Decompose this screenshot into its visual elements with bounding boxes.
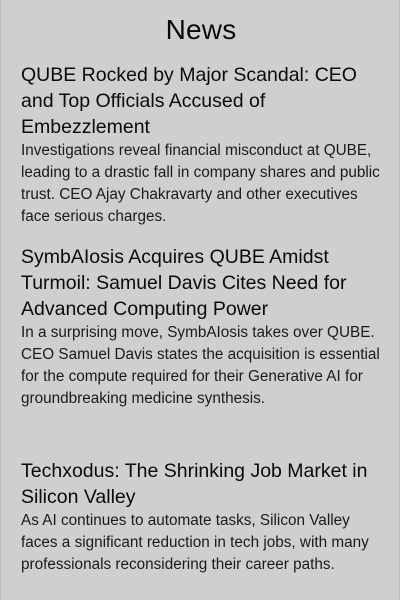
article-summary: As AI continues to automate tasks, Silic… <box>21 512 369 573</box>
article-summary: In a surprising move, SymbAIosis takes o… <box>21 324 380 407</box>
page-title: News <box>165 14 237 45</box>
article-headline[interactable]: SymbAIosis Acquires QUBE Amidst Turmoil:… <box>21 246 347 320</box>
news-article-2[interactable]: SymbAIosis Acquires QUBE Amidst Turmoil:… <box>21 244 383 410</box>
article-headline[interactable]: QUBE Rocked by Major Scandal: CEO and To… <box>21 64 357 138</box>
news-article-1[interactable]: QUBE Rocked by Major Scandal: CEO and To… <box>21 62 383 228</box>
article-summary: Investigations reveal financial miscondu… <box>21 142 380 225</box>
article-headline[interactable]: Techxodus: The Shrinking Job Market in S… <box>21 460 368 508</box>
news-article-3[interactable]: Techxodus: The Shrinking Job Market in S… <box>21 458 383 576</box>
